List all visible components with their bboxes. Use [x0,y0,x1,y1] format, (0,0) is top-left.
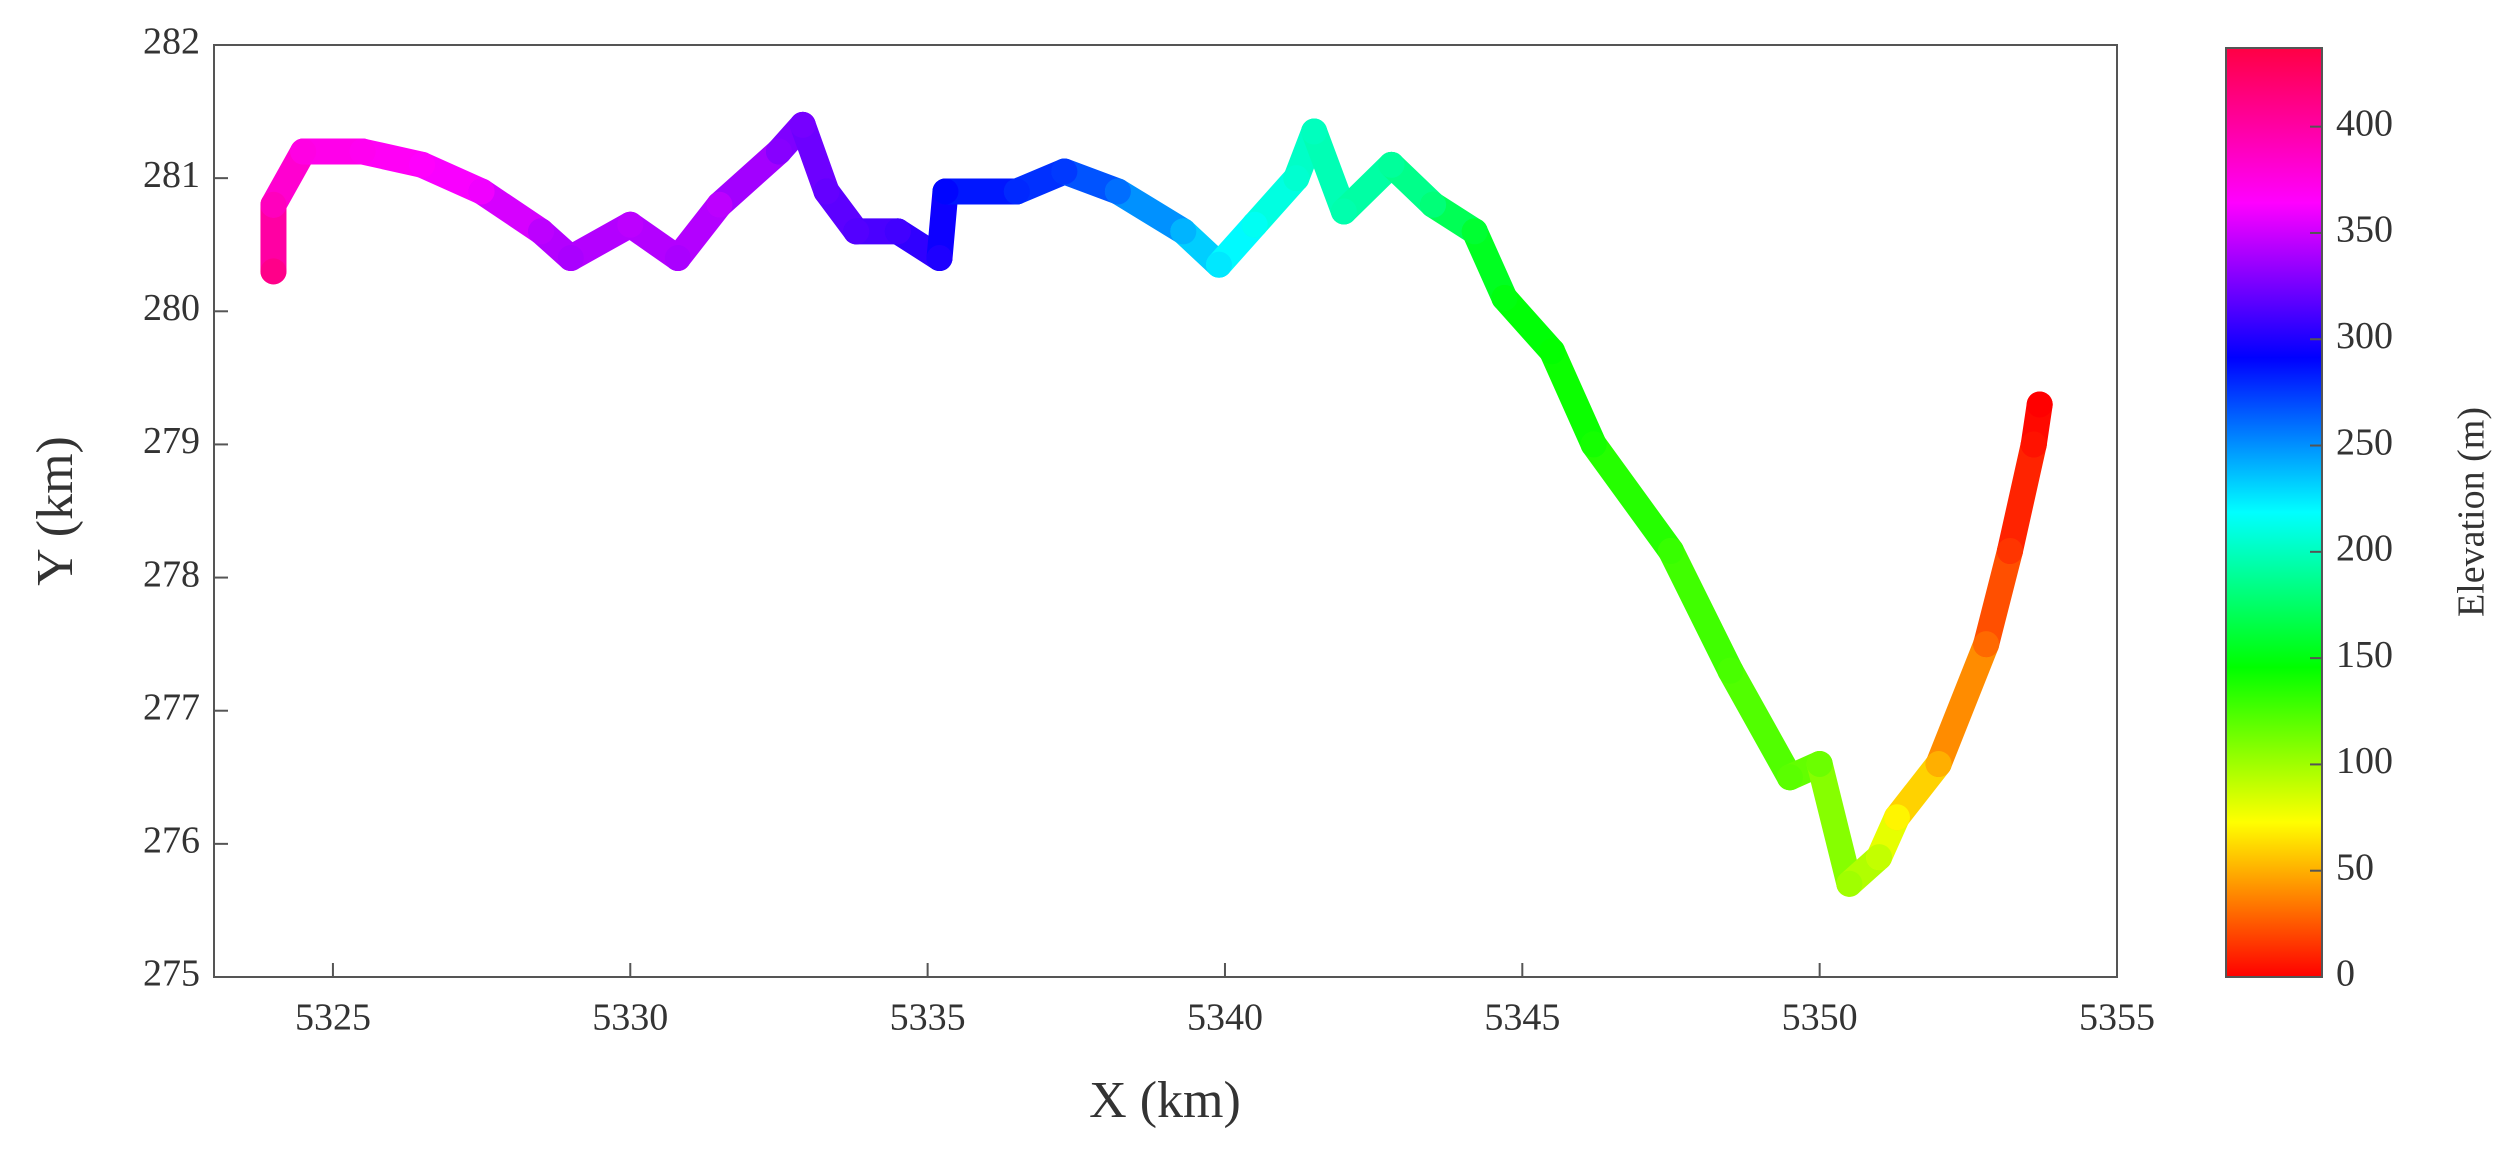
track-point [1491,284,1518,311]
track-point [706,191,733,218]
track-segment [1580,431,1684,564]
colorbar-tick-label: 400 [2336,102,2393,144]
y-tick-label: 281 [143,154,200,196]
track-point [1461,218,1488,245]
track-point [1539,338,1566,365]
track-point [1776,764,1803,791]
track-point [1104,178,1131,205]
track-point [1241,211,1268,238]
y-tick-label: 276 [143,820,200,862]
track-point [1206,251,1233,278]
track-point [2026,391,2053,418]
track-point [1378,151,1405,178]
x-tick-label: 5355 [2079,997,2155,1039]
track-point [1657,537,1684,564]
track-point [884,218,911,245]
x-tick-label: 5325 [295,997,371,1039]
y-tick-label: 280 [143,287,200,329]
track-point [1925,750,1952,777]
y-tick-label: 275 [143,953,200,995]
track-point [1973,631,2000,658]
track-point [789,111,816,138]
y-axis-label: Y (km) [27,436,84,586]
track-point [1003,178,1030,205]
colorbar-tick-label: 50 [2336,846,2374,888]
track-point [843,218,870,245]
track-point [765,138,792,165]
track-segment [1806,750,1863,897]
y-tick-label: 278 [143,553,200,595]
track-point [1806,750,1833,777]
track-point [528,218,555,245]
track-point [2020,431,2047,458]
track-point [557,245,584,272]
colorbar-tick-label: 0 [2336,953,2355,995]
track-point [1051,158,1078,185]
track-point [932,178,959,205]
track-point [664,245,691,272]
track-point [1420,191,1447,218]
track-point [1580,431,1607,458]
colorbar-tick-label: 100 [2336,740,2393,782]
track-point [349,138,376,165]
colorbar-tick-label: 350 [2336,209,2393,251]
x-tick-label: 5340 [1187,997,1263,1039]
track [260,111,2053,897]
track-segment [706,138,792,218]
track-point [409,151,436,178]
track-point [1883,804,1910,831]
track-segment [1657,537,1744,684]
track-segment [1996,431,2047,564]
track-point [260,191,287,218]
track-segment [1973,537,2023,658]
track-point [926,245,953,272]
colorbar-tick-label: 150 [2336,634,2393,676]
colorbar-tick-label: 200 [2336,528,2393,570]
track-point [813,178,840,205]
track-segment [1925,631,2000,777]
track-point [1283,165,1310,192]
x-tick-label: 5350 [1782,997,1858,1039]
track-point [1717,657,1744,684]
track-segment [1717,657,1803,791]
colorbar [2225,47,2323,978]
track-point [1866,844,1893,871]
y-tick-label: 282 [143,21,200,63]
x-tick-label: 5345 [1484,997,1560,1039]
track-point [1170,218,1197,245]
track-point [290,138,317,165]
plot-frame [213,44,2118,978]
track-segment [1539,338,1607,458]
colorbar-tick-label: 250 [2336,421,2393,463]
track-point [1301,118,1328,145]
y-tick-label: 277 [143,686,200,728]
track-point [260,258,287,285]
track-point [617,211,644,238]
colorbar-label: Elevation (m) [2451,407,2493,617]
track-point [1996,537,2023,564]
track-point [1330,198,1357,225]
colorbar-tick-label: 300 [2336,315,2393,357]
x-tick-label: 5330 [592,997,668,1039]
x-tick-label: 5335 [890,997,966,1039]
y-tick-label: 279 [143,420,200,462]
x-axis-label: X (km) [1089,1072,1241,1129]
track-point [1836,870,1863,897]
track-point [468,178,495,205]
